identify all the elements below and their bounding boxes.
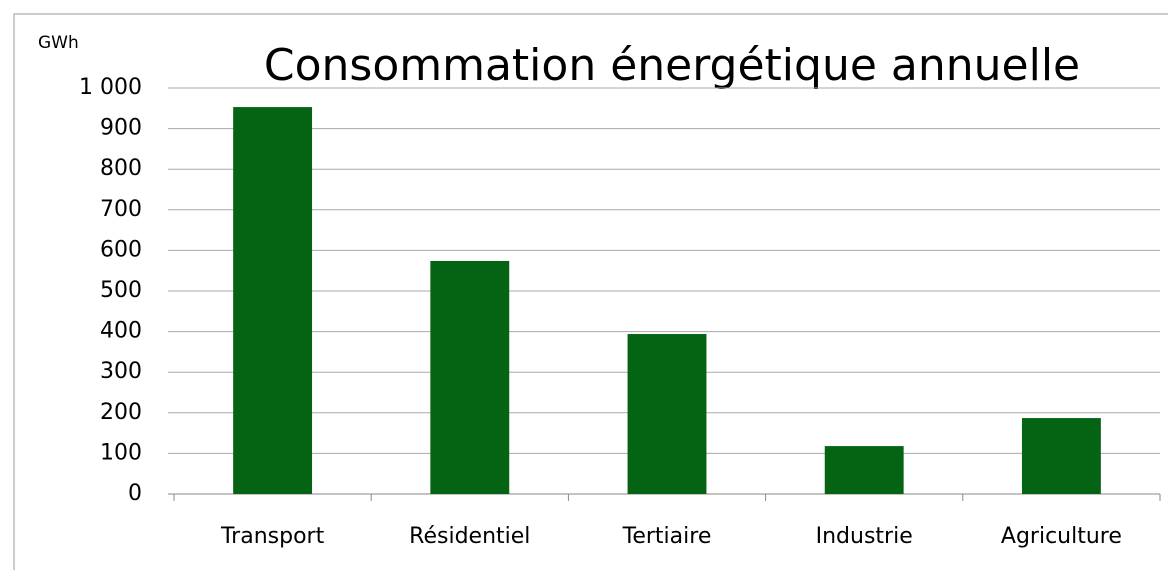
y-tick-label: 400 (100, 319, 142, 344)
y-tick-label: 800 (100, 156, 142, 181)
y-tick-label: 900 (100, 116, 142, 141)
y-axis-label: GWh (38, 33, 79, 53)
y-tick-label: 300 (100, 359, 142, 384)
bar (627, 334, 707, 494)
y-tick-label: 100 (100, 440, 142, 465)
x-tick-label: Tertiaire (622, 524, 712, 549)
y-tick-label: 700 (100, 197, 142, 222)
x-tick-label: Industrie (816, 524, 913, 549)
bar (430, 260, 510, 494)
bar (1021, 418, 1101, 494)
y-tick-label: 0 (128, 481, 142, 506)
y-tick-label: 200 (100, 400, 142, 425)
bar (824, 446, 904, 494)
x-tick-label: Transport (220, 524, 325, 549)
y-tick-label: 1 000 (79, 75, 142, 100)
x-tick-label: Agriculture (1001, 524, 1122, 549)
y-tick-label: 500 (100, 278, 142, 303)
chart-title: Consommation énergétique annuelle (264, 40, 1080, 91)
x-tick-label: Résidentiel (409, 524, 530, 549)
y-tick-label: 600 (100, 237, 142, 262)
chart-frame (13, 13, 1168, 570)
bar (233, 107, 313, 494)
